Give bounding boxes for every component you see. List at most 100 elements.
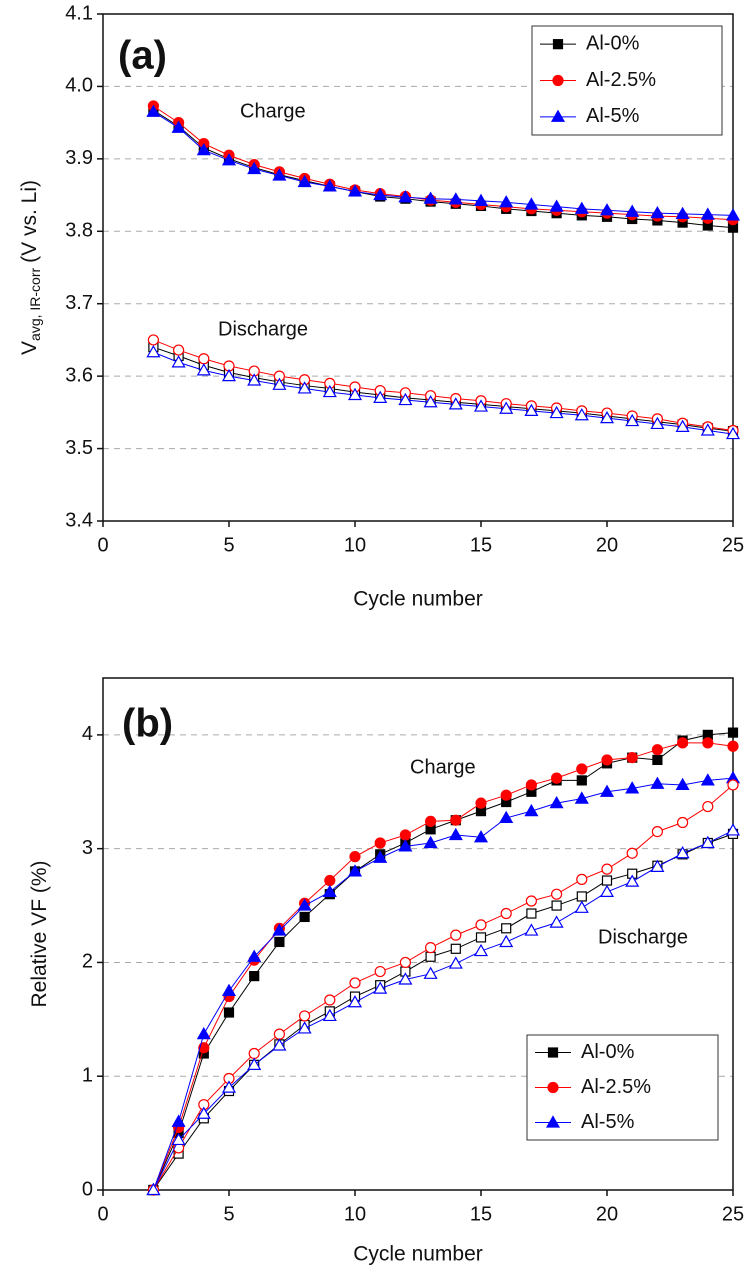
panel-label: (a): [118, 34, 167, 78]
marker: [500, 789, 512, 801]
marker: [675, 846, 690, 859]
legend-label: Al-5%: [581, 1111, 635, 1133]
legend-label: Al-0%: [586, 32, 640, 54]
x-tick-label: 20: [596, 534, 618, 556]
marker: [475, 797, 487, 809]
marker: [499, 810, 514, 824]
marker: [247, 161, 262, 175]
marker: [700, 207, 715, 220]
marker: [545, 1115, 561, 1128]
marker: [601, 875, 613, 886]
marker: [373, 390, 388, 403]
annotation: Discharge: [218, 318, 308, 340]
marker: [574, 408, 589, 421]
y-axis-label: Vavg, IR-corr (V vs. Li): [18, 180, 43, 355]
marker: [499, 934, 514, 948]
x-tick-label: 10: [344, 534, 366, 556]
marker: [473, 193, 489, 206]
marker: [500, 907, 512, 920]
marker: [524, 403, 539, 417]
marker: [299, 1010, 311, 1022]
marker: [297, 1021, 312, 1034]
marker: [373, 981, 388, 994]
legend-label: Al-2.5%: [581, 1076, 651, 1098]
marker: [146, 1182, 161, 1196]
marker: [322, 384, 337, 398]
marker: [450, 929, 462, 941]
y-tick-label: 3.7: [65, 292, 93, 314]
marker: [347, 184, 363, 197]
marker: [196, 1106, 211, 1119]
marker: [171, 1132, 186, 1146]
marker: [550, 888, 563, 900]
marker: [423, 966, 438, 979]
marker: [650, 416, 665, 430]
marker: [423, 191, 438, 204]
marker: [625, 781, 640, 794]
marker: [651, 744, 664, 756]
marker: [399, 956, 411, 969]
marker: [675, 419, 690, 432]
x-tick-label: 20: [596, 1203, 618, 1225]
panel-label: (b): [122, 702, 173, 746]
marker: [700, 773, 715, 786]
marker: [676, 737, 689, 749]
series-line: [153, 346, 734, 432]
marker: [727, 779, 739, 791]
x-tick-label: 15: [470, 1203, 492, 1225]
marker: [196, 142, 211, 156]
marker: [650, 205, 665, 219]
marker: [374, 837, 386, 849]
marker: [249, 970, 260, 982]
y-tick-label: 3.8: [65, 220, 93, 242]
marker: [547, 1081, 559, 1094]
legend-label: Al-5%: [586, 105, 640, 127]
marker: [221, 368, 237, 382]
y-tick-label: 2: [82, 951, 93, 973]
marker: [399, 829, 411, 841]
marker: [171, 1114, 186, 1127]
x-tick-label: 10: [344, 1203, 366, 1225]
x-tick-label: 0: [97, 1203, 108, 1225]
marker: [272, 168, 287, 181]
marker: [475, 932, 487, 943]
marker: [599, 410, 615, 424]
marker: [499, 195, 514, 208]
marker: [198, 353, 210, 365]
x-tick-label: 25: [722, 1203, 744, 1225]
y-tick-label: 3.4: [65, 509, 93, 531]
marker: [576, 873, 588, 885]
marker: [398, 190, 413, 203]
marker: [700, 423, 715, 436]
marker: [423, 835, 438, 849]
marker: [650, 776, 665, 789]
marker: [324, 994, 336, 1006]
marker: [475, 919, 487, 931]
x-tick-label: 15: [470, 534, 492, 556]
marker: [374, 965, 386, 978]
marker: [221, 153, 237, 166]
marker: [625, 874, 640, 887]
marker: [599, 884, 615, 898]
marker: [524, 803, 539, 817]
y-tick-label: 3.6: [65, 364, 93, 386]
annotation: Charge: [410, 756, 476, 778]
marker: [373, 850, 388, 863]
marker: [196, 1026, 211, 1040]
x-tick-label: 5: [223, 534, 234, 556]
marker: [347, 864, 363, 877]
marker: [625, 204, 640, 217]
marker: [473, 943, 489, 957]
marker: [626, 752, 638, 764]
marker: [146, 345, 161, 358]
marker: [574, 791, 589, 804]
marker: [272, 923, 287, 936]
marker: [727, 740, 739, 752]
marker: [549, 199, 564, 212]
marker: [552, 39, 564, 50]
y-tick-label: 3.9: [65, 147, 93, 169]
marker: [398, 392, 413, 406]
marker: [448, 956, 463, 969]
marker: [450, 814, 462, 826]
marker: [297, 174, 312, 188]
